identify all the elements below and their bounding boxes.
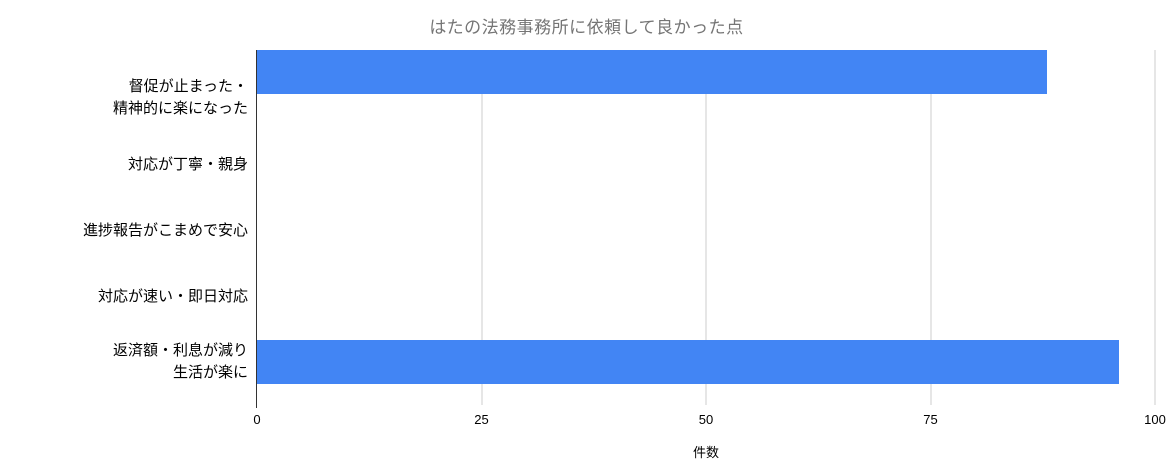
x-tick-label: 50 xyxy=(698,412,714,427)
bar-segment xyxy=(257,340,1120,384)
gridline xyxy=(481,50,482,405)
category-label: 返済額・利息が減り 生活が楽に xyxy=(112,342,248,381)
plot-area xyxy=(257,50,1156,405)
gridline xyxy=(930,50,931,405)
category-label: 対応が丁寧・親身 xyxy=(127,156,248,173)
category-label: 督促が止まった・ 精神的に楽になった xyxy=(112,78,248,117)
chart-title: はたの法務事務所に依頼して良かった点 xyxy=(429,18,744,37)
x-tick-label: 75 xyxy=(923,412,938,427)
x-tick-label: 0 xyxy=(253,412,261,427)
bar-segment xyxy=(257,50,805,94)
gridline xyxy=(705,50,707,405)
x-tick-label: 25 xyxy=(474,412,489,427)
x-axis: 0 25 50 75 100 xyxy=(253,412,1165,428)
category-label: 進捗報告がこまめで安心 xyxy=(82,222,248,239)
x-axis-title: 件数 xyxy=(692,445,719,460)
category-label: 対応が速い・即日対応 xyxy=(97,288,248,305)
y-axis-line xyxy=(256,50,257,408)
x-tick-label: 100 xyxy=(1144,412,1166,427)
gridline xyxy=(1154,50,1156,405)
category-axis: 督促が止まった・ 精神的に楽になった 対応が丁寧・親身 進捗報告がこまめで安心 … xyxy=(0,50,248,405)
